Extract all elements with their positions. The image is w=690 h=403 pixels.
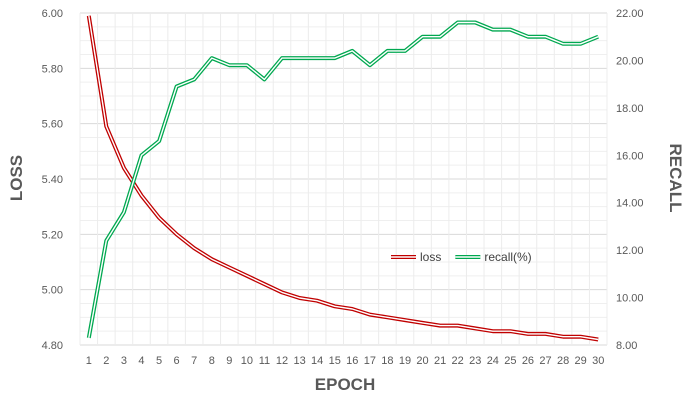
series-recall bbox=[86, 20, 599, 339]
right-tick-label: 12.00 bbox=[616, 245, 644, 257]
x-tick-label: 26 bbox=[522, 355, 534, 367]
x-tick-label: 27 bbox=[539, 355, 551, 367]
legend-label: recall(%) bbox=[484, 250, 531, 264]
x-tick-label: 7 bbox=[191, 355, 197, 367]
left-axis-title: LOSS bbox=[7, 155, 26, 201]
right-tick-label: 22.00 bbox=[616, 8, 644, 20]
series-lines bbox=[86, 15, 599, 342]
legend: loss recall(%) bbox=[391, 250, 532, 264]
x-tick-label: 1 bbox=[86, 355, 92, 367]
series-loss bbox=[86, 15, 599, 342]
left-tick-label: 6.00 bbox=[42, 8, 63, 20]
right-tick-label: 14.00 bbox=[616, 198, 644, 210]
x-tick-label: 8 bbox=[209, 355, 215, 367]
x-tick-label: 3 bbox=[121, 355, 127, 367]
series-line-inner bbox=[88, 15, 599, 341]
x-tick-label: 30 bbox=[592, 355, 604, 367]
x-tick-label: 21 bbox=[434, 355, 446, 367]
left-tick-label: 5.20 bbox=[42, 229, 63, 241]
x-tick-label: 15 bbox=[329, 355, 341, 367]
left-axis-ticks: 4.80 5.00 5.20 5.40 5.60 5.80 6.00 bbox=[42, 8, 63, 352]
x-tick-label: 6 bbox=[174, 355, 180, 367]
x-tick-label: 29 bbox=[575, 355, 587, 367]
left-tick-label: 5.00 bbox=[42, 285, 63, 297]
x-tick-label: 13 bbox=[293, 355, 305, 367]
right-tick-label: 20.00 bbox=[616, 55, 644, 67]
series-line-inner bbox=[88, 21, 599, 339]
x-tick-label: 4 bbox=[138, 355, 144, 367]
right-tick-label: 8.00 bbox=[616, 340, 637, 352]
legend-item-loss: loss bbox=[391, 250, 441, 264]
left-tick-label: 4.80 bbox=[42, 340, 63, 352]
left-tick-label: 5.40 bbox=[42, 174, 63, 186]
right-axis-title: RECALL bbox=[666, 144, 685, 213]
left-tick-label: 5.60 bbox=[42, 119, 63, 131]
x-tick-label: 25 bbox=[504, 355, 516, 367]
x-tick-label: 17 bbox=[364, 355, 376, 367]
x-tick-label: 22 bbox=[452, 355, 464, 367]
right-tick-label: 10.00 bbox=[616, 293, 644, 305]
x-tick-label: 20 bbox=[416, 355, 428, 367]
x-tick-label: 14 bbox=[311, 355, 323, 367]
x-tick-label: 11 bbox=[259, 355, 270, 367]
x-tick-label: 24 bbox=[487, 355, 499, 367]
x-tick-label: 5 bbox=[156, 355, 162, 367]
right-tick-label: 18.00 bbox=[616, 103, 644, 115]
x-tick-label: 18 bbox=[381, 355, 393, 367]
gridlines bbox=[79, 12, 608, 346]
x-tick-label: 16 bbox=[346, 355, 358, 367]
x-tick-label: 9 bbox=[226, 355, 232, 367]
x-tick-label: 12 bbox=[276, 355, 288, 367]
right-tick-label: 16.00 bbox=[616, 150, 644, 162]
x-axis-ticks: 1 2 3 4 5 6 7 8 9 10 11 12 13 14 15 16 17 18 19 20 21 22 23 24 2… bbox=[86, 355, 605, 367]
x-tick-label: 2 bbox=[103, 355, 109, 367]
x-axis-title: EPOCH bbox=[315, 375, 375, 394]
x-tick-label: 28 bbox=[557, 355, 569, 367]
legend-item-recall: recall(%) bbox=[455, 250, 532, 264]
x-tick-label: 19 bbox=[399, 355, 411, 367]
x-tick-label: 23 bbox=[469, 355, 481, 367]
legend-label: loss bbox=[420, 250, 441, 264]
x-tick-label: 10 bbox=[241, 355, 253, 367]
right-axis-ticks: 8.00 10.00 12.00 14.00 16.00 18.00 20.00 22.00 bbox=[616, 8, 644, 352]
left-tick-label: 5.80 bbox=[42, 63, 63, 75]
